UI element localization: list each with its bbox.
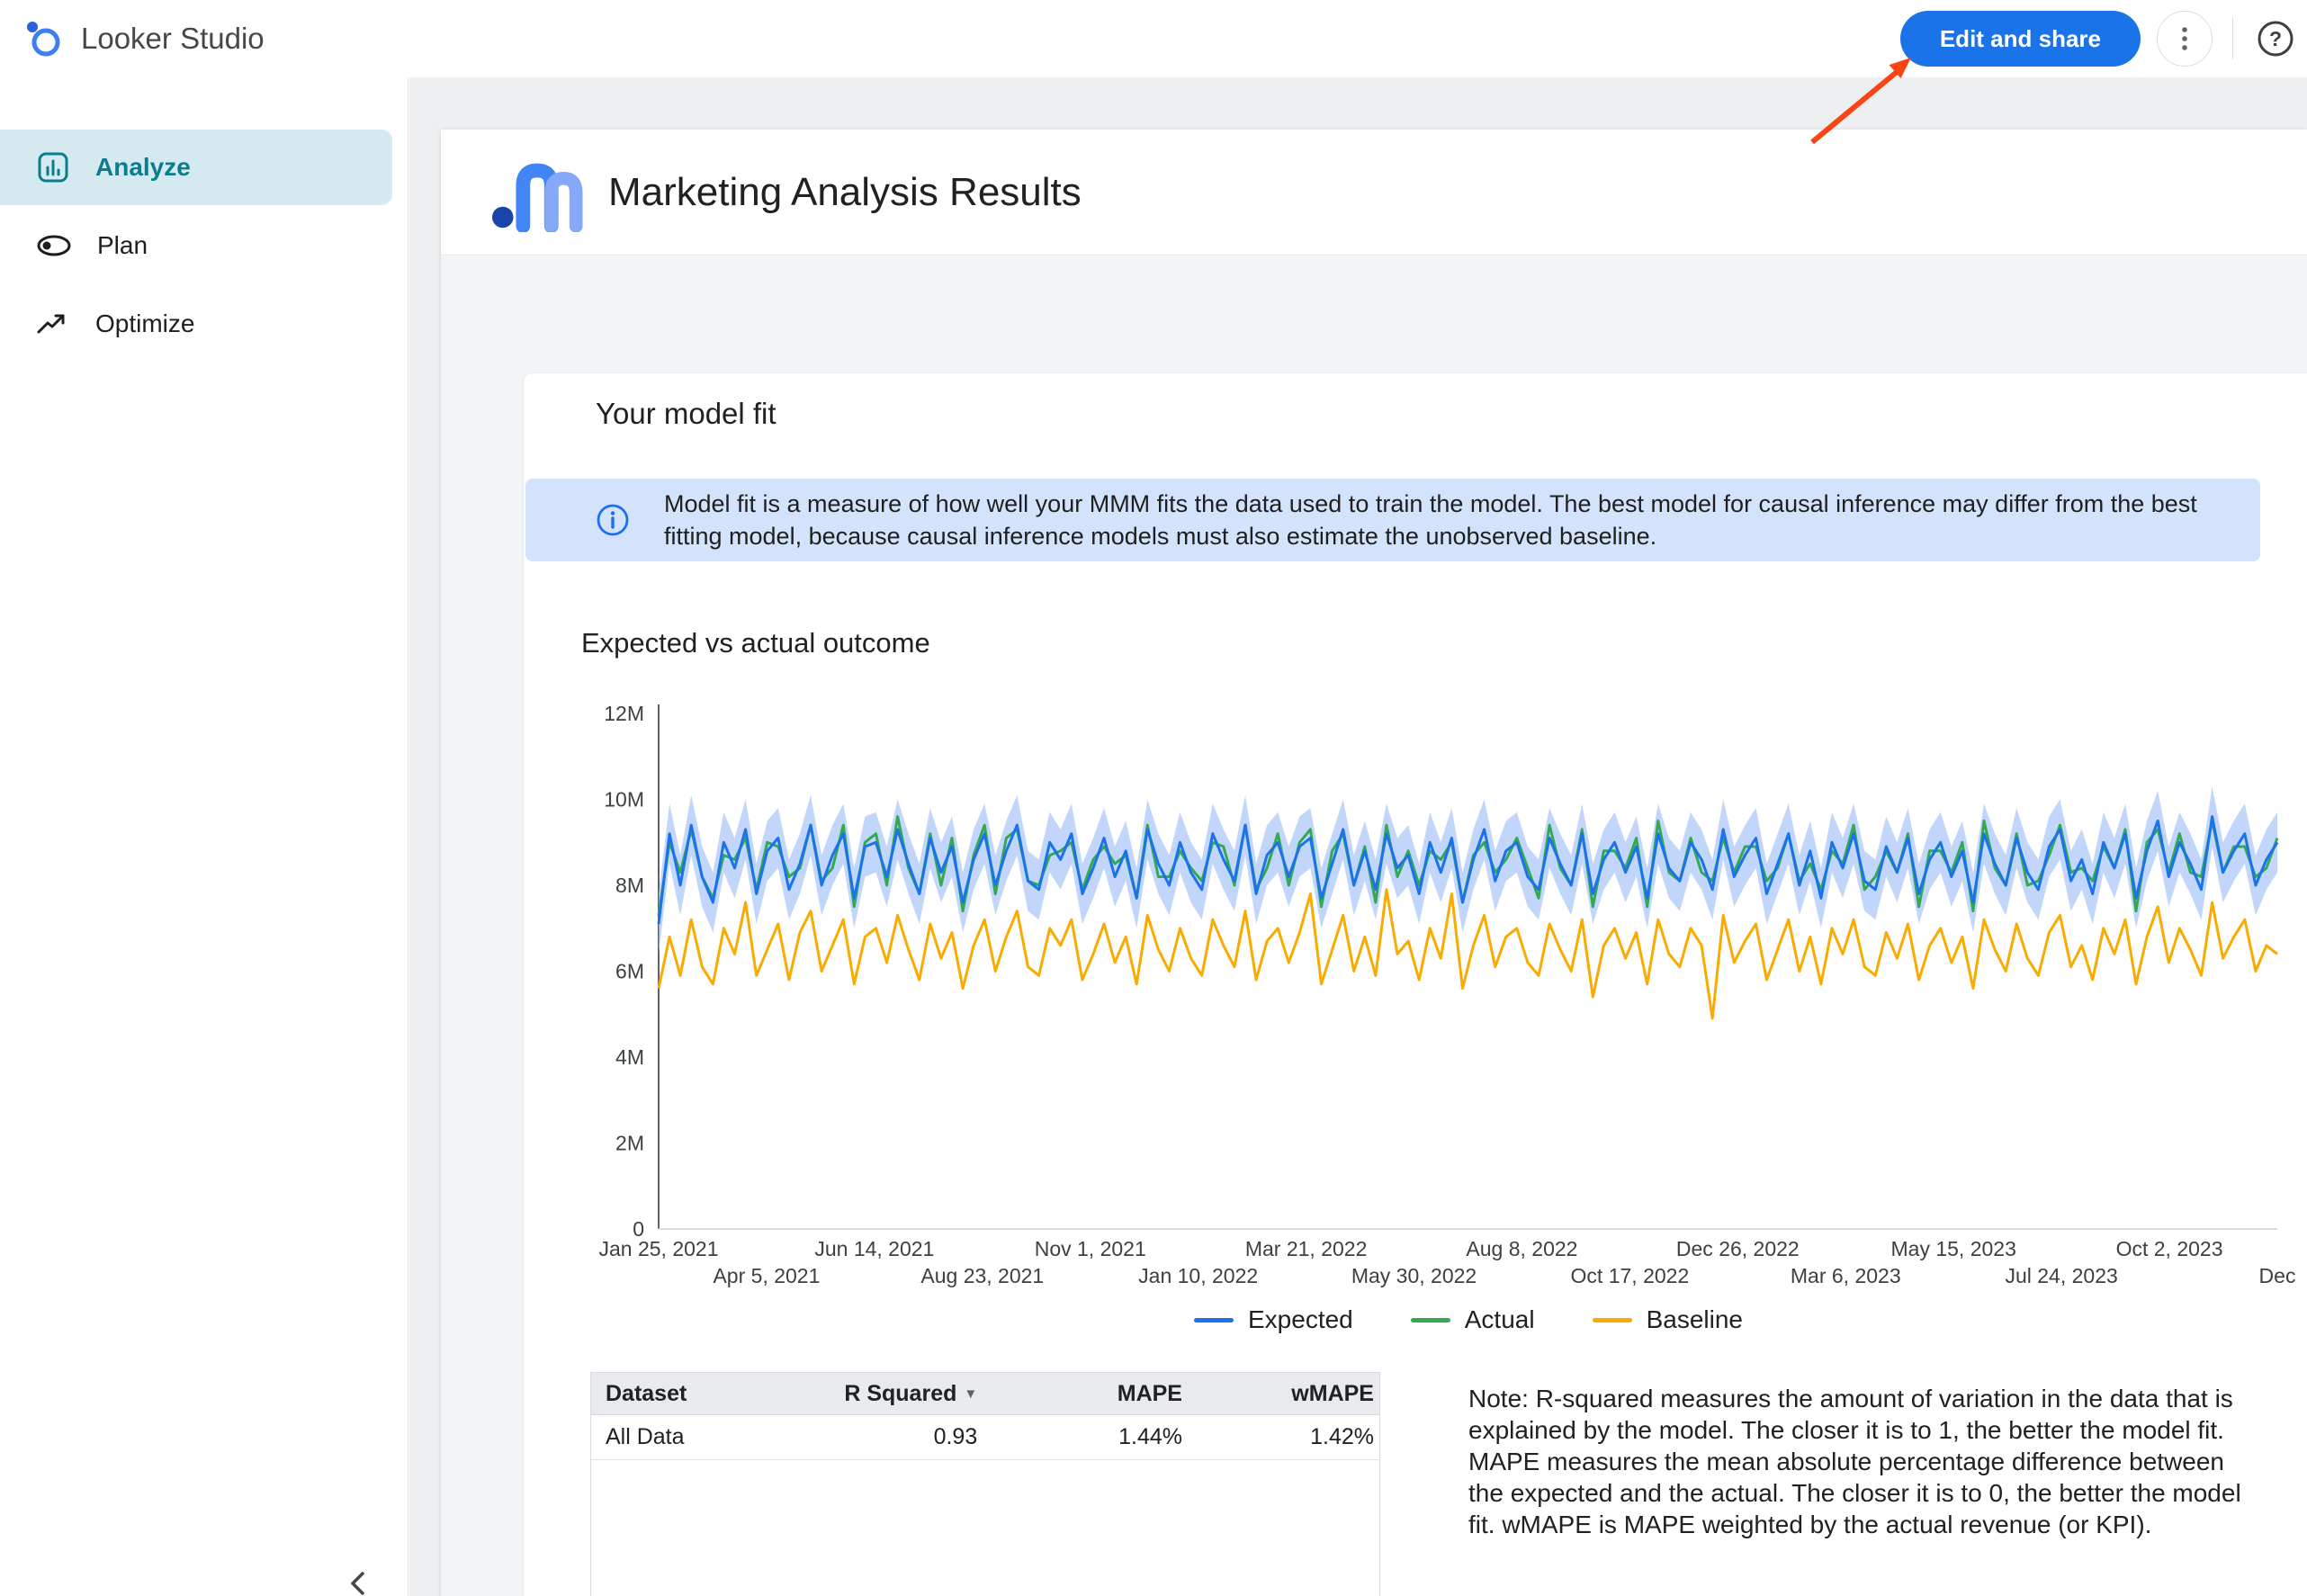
svg-text:4M: 4M (615, 1045, 644, 1069)
svg-text:12M: 12M (604, 702, 644, 725)
chevron-left-icon (351, 1572, 364, 1595)
svg-text:May 15, 2023: May 15, 2023 (1891, 1237, 2016, 1260)
column-header-label: R Squared (844, 1380, 957, 1406)
svg-text:0: 0 (633, 1217, 644, 1241)
svg-text:?: ? (2269, 27, 2282, 50)
actual-swatch (1410, 1317, 1450, 1323)
expected-vs-actual-chart: 0 2M 4M 6M 8M 10M 12M Jan 25, 2021 Apr 5, 2021 Ju… (598, 702, 2296, 1287)
edit-and-share-button[interactable]: Edit and share (1899, 11, 2141, 67)
report-canvas: Your model fit Model fit is a measure of… (441, 256, 2307, 1596)
legend-item-baseline: Baseline (1592, 1305, 1743, 1334)
expected-swatch (1194, 1317, 1234, 1323)
chart-heading: Expected vs actual outcome (581, 627, 930, 659)
report-header: Marketing Analysis Results (441, 130, 2307, 256)
main-content: Marketing Analysis Results Your model fi… (409, 77, 2307, 1596)
svg-text:Dec 26, 2022: Dec 26, 2022 (1676, 1237, 1800, 1260)
svg-text:8M: 8M (615, 874, 644, 897)
plan-icon (37, 235, 71, 256)
model-fit-card: Your model fit Model fit is a measure of… (524, 373, 2307, 1596)
legend-label: Expected (1248, 1305, 1353, 1333)
looker-studio-logo-icon (27, 22, 60, 57)
info-icon (597, 504, 629, 536)
sidebar-nav: Analyze Plan Optimize (0, 77, 408, 362)
sidebar-item-optimize[interactable]: Optimize (0, 286, 392, 362)
svg-text:2M: 2M (615, 1132, 644, 1155)
cell-wmape: 1.42% (1310, 1424, 1374, 1449)
sidebar-item-analyze[interactable]: Analyze (0, 130, 392, 205)
column-header-r-squared[interactable]: R Squared ▼ (788, 1381, 977, 1407)
info-banner: Model fit is a measure of how well your … (525, 479, 2260, 561)
svg-text:Aug 8, 2022: Aug 8, 2022 (1466, 1237, 1577, 1260)
svg-text:Mar 21, 2022: Mar 21, 2022 (1245, 1237, 1368, 1260)
legend-label: Baseline (1646, 1305, 1743, 1333)
svg-text:Jan 10, 2022: Jan 10, 2022 (1138, 1264, 1258, 1287)
svg-text:Mar 6, 2023: Mar 6, 2023 (1791, 1264, 1901, 1287)
model-fit-table: Dataset R Squared ▼ MAPE wMAPE All Data … (590, 1372, 1380, 1596)
sidebar-item-plan[interactable]: Plan (0, 208, 392, 283)
chart-legend: Expected Actual Baseline (659, 1305, 2278, 1334)
app-name: Looker Studio (81, 22, 265, 55)
cell-r-squared: 0.93 (933, 1424, 978, 1449)
model-fit-note: Note: R-squared measures the amount of v… (1468, 1385, 2241, 1538)
svg-text:Jul 24, 2023: Jul 24, 2023 (2005, 1264, 2117, 1287)
sidebar-item-label: Plan (97, 231, 148, 259)
legend-label: Actual (1464, 1305, 1535, 1333)
cell-mape: 1.44% (1118, 1424, 1182, 1449)
sidebar-item-label: Analyze (95, 153, 191, 181)
topbar-actions: Edit and share ? (1899, 11, 2298, 67)
topbar: Looker Studio Edit and share ? (0, 0, 2307, 77)
sidebar: Analyze Plan Optimize (0, 77, 408, 1596)
legend-item-expected: Expected (1194, 1305, 1353, 1334)
meridian-logo-icon (491, 163, 583, 232)
svg-text:May 30, 2022: May 30, 2022 (1351, 1264, 1477, 1287)
more-options-button[interactable] (2157, 11, 2213, 67)
svg-text:Dec: Dec (2259, 1264, 2296, 1287)
topbar-divider (2232, 18, 2233, 59)
svg-text:Nov 1, 2021: Nov 1, 2021 (1035, 1237, 1146, 1260)
help-button[interactable]: ? (2253, 16, 2298, 61)
column-header-mape[interactable]: MAPE (1117, 1380, 1182, 1406)
kebab-menu-icon (2182, 27, 2187, 50)
collapse-sidebar-button[interactable] (335, 1560, 382, 1596)
sidebar-item-label: Optimize (95, 309, 195, 337)
column-header-dataset[interactable]: Dataset (606, 1380, 687, 1406)
cell-dataset: All Data (606, 1424, 685, 1449)
legend-item-actual: Actual (1410, 1305, 1535, 1334)
card-title: Your model fit (596, 397, 776, 430)
baseline-swatch (1592, 1317, 1632, 1323)
report-title: Marketing Analysis Results (608, 169, 1082, 214)
table-header-row: Dataset R Squared ▼ MAPE wMAPE (591, 1373, 1379, 1415)
column-header-wmape[interactable]: wMAPE (1291, 1380, 1374, 1406)
info-banner-text: Model fit is a measure of how well your … (664, 490, 2197, 550)
sort-arrow-icon: ▼ (964, 1385, 978, 1402)
svg-text:Jun 14, 2021: Jun 14, 2021 (814, 1237, 934, 1260)
help-icon: ? (2258, 21, 2294, 57)
svg-text:Apr 5, 2021: Apr 5, 2021 (713, 1264, 820, 1287)
table-row: All Data 0.93 1.44% 1.42% (591, 1415, 1379, 1460)
svg-text:6M: 6M (615, 960, 644, 983)
brand: Looker Studio (23, 18, 265, 59)
svg-text:Oct 17, 2022: Oct 17, 2022 (1571, 1264, 1690, 1287)
analyze-icon (38, 152, 68, 183)
svg-text:10M: 10M (604, 788, 644, 811)
optimize-icon (37, 314, 65, 334)
svg-text:Jan 25, 2021: Jan 25, 2021 (598, 1237, 718, 1260)
report-page: Marketing Analysis Results Your model fi… (441, 130, 2307, 1596)
svg-text:Oct 2, 2023: Oct 2, 2023 (2116, 1237, 2223, 1260)
svg-text:Aug 23, 2021: Aug 23, 2021 (920, 1264, 1044, 1287)
